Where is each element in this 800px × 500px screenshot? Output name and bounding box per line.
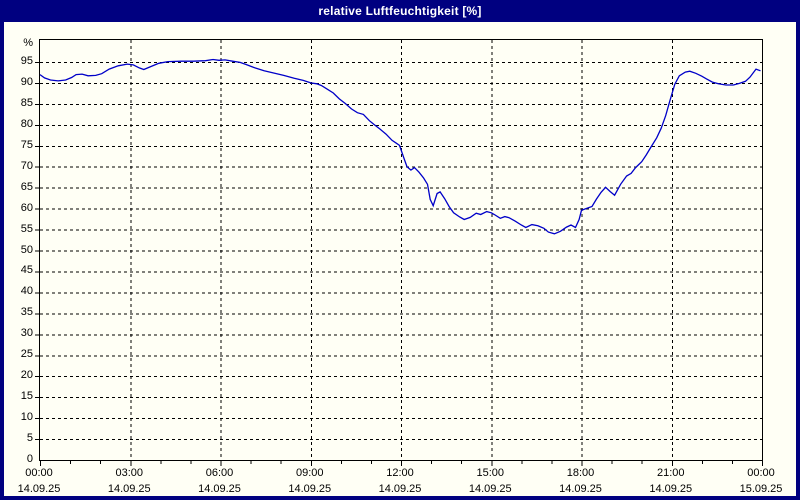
y-axis-tick-label: 30 xyxy=(20,327,33,340)
x-axis-time-label: 00:00 xyxy=(747,467,775,479)
x-axis-date-label: 14.09.25 xyxy=(198,483,241,495)
y-axis-tick-label: 75 xyxy=(20,138,33,151)
x-axis-tick-label: 18:00 14.09.25 xyxy=(549,467,613,495)
x-axis-date-label: 14.09.25 xyxy=(288,483,332,495)
x-axis-tick-label: 21:00 14.09.25 xyxy=(639,467,703,495)
x-axis-date-label: 15.09.25 xyxy=(739,483,783,495)
x-axis-tick-label: 03:00 14.09.25 xyxy=(97,467,161,495)
y-axis-tick-label: 40 xyxy=(20,285,33,298)
y-axis-tick-label: 35 xyxy=(20,306,33,319)
x-axis-tick-label: 09:00 14.09.25 xyxy=(278,467,342,495)
window-titlebar: relative Luftfeuchtigkeit [%] xyxy=(0,0,800,22)
y-axis-tick-label: 80 xyxy=(20,117,33,130)
x-axis-tick-label: 15:00 14.09.25 xyxy=(458,467,522,495)
x-axis-time-label: 06:00 xyxy=(205,467,234,479)
y-axis-tick-label: 60 xyxy=(20,201,33,214)
y-axis-tick-label: 0 xyxy=(26,453,33,465)
x-axis-tick-label: 06:00 14.09.25 xyxy=(188,467,252,495)
x-axis-time-label: 12:00 xyxy=(386,467,414,479)
y-axis-tick-label: 50 xyxy=(20,243,33,256)
y-axis-tick-label: 95 xyxy=(20,55,33,67)
plot-frame xyxy=(35,39,763,466)
x-axis-time-label: 21:00 xyxy=(656,467,685,479)
chart-title: relative Luftfeuchtigkeit [%] xyxy=(318,4,482,18)
x-axis-date-label: 14.09.25 xyxy=(378,483,422,495)
x-axis-time-label: 15:00 xyxy=(476,467,505,479)
chart-area: 0 5 10 15 20 25 30 35 40 45 50 55 60 65 70 75 80 85 90 95% … xyxy=(4,22,796,496)
y-axis-tick-label: 10 xyxy=(20,411,33,424)
humidity-series-line xyxy=(39,58,761,235)
y-axis-tick-label: 70 xyxy=(20,159,33,172)
y-axis-tick-label: 65 xyxy=(20,180,33,193)
y-axis-tick-label: 5 xyxy=(26,432,33,445)
y-axis-tick-label: 20 xyxy=(20,369,33,382)
x-axis-tick-label: 12:00 14.09.25 xyxy=(368,467,432,495)
x-axis-date-label: 14.09.25 xyxy=(559,483,602,495)
x-axis-date-label: 14.09.25 xyxy=(17,483,61,495)
humidity-line-chart xyxy=(35,40,763,466)
x-axis-date-label: 14.09.25 xyxy=(649,483,693,495)
x-axis-time-label: 00:00 xyxy=(25,467,53,479)
y-axis-tick-label: 85 xyxy=(20,96,33,109)
y-axis-tick-label: 15 xyxy=(20,390,33,403)
y-axis-tick-label: 90 xyxy=(20,75,33,88)
y-axis-tick-label: 25 xyxy=(20,348,33,361)
x-axis-time-label: 18:00 xyxy=(566,467,595,479)
x-axis-time-label: 03:00 xyxy=(115,467,144,479)
x-axis-time-label: 09:00 xyxy=(295,467,324,479)
y-axis-unit-label: % xyxy=(23,37,33,49)
y-axis-tick-label: 45 xyxy=(20,264,33,277)
x-axis-date-label: 14.09.25 xyxy=(468,483,512,495)
y-axis-tick-label: 55 xyxy=(20,222,33,235)
x-axis-date-label: 14.09.25 xyxy=(107,483,151,495)
x-axis-tick-label: 00:00 15.09.25 xyxy=(729,467,793,495)
x-axis-tick-label: 00:00 14.09.25 xyxy=(7,467,71,495)
